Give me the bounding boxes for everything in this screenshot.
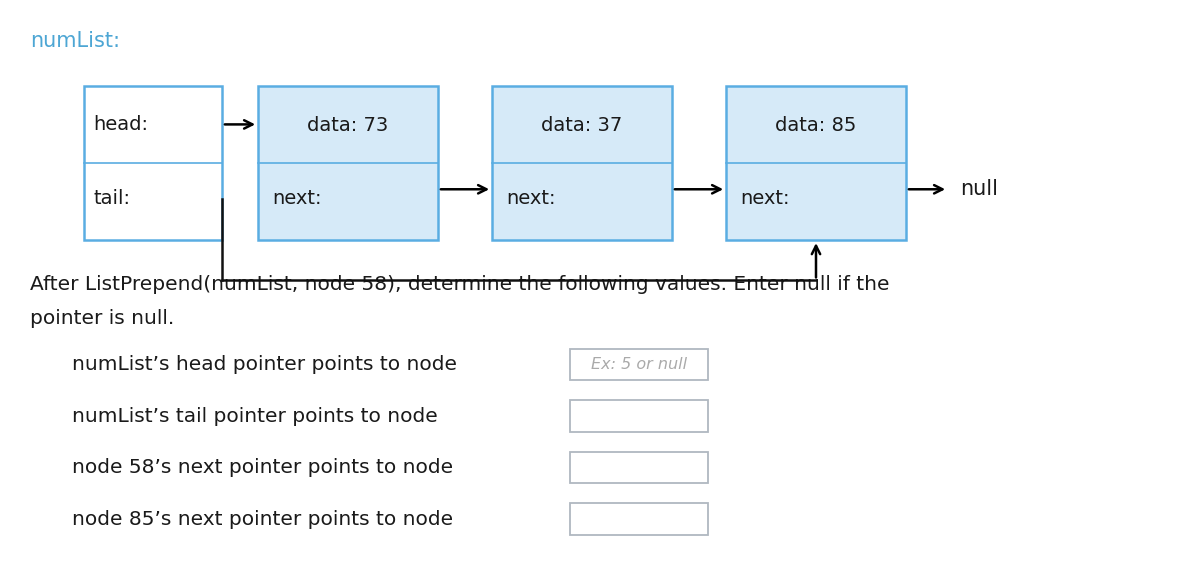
FancyBboxPatch shape: [84, 86, 222, 240]
Text: node 85’s next pointer points to node: node 85’s next pointer points to node: [72, 510, 454, 529]
Text: null: null: [960, 179, 998, 199]
FancyBboxPatch shape: [492, 86, 672, 240]
Text: Ex: 5 or null: Ex: 5 or null: [590, 357, 688, 372]
FancyBboxPatch shape: [570, 503, 708, 535]
Text: numList’s head pointer points to node: numList’s head pointer points to node: [72, 355, 457, 374]
Text: head:: head:: [94, 115, 149, 134]
Text: next:: next:: [272, 189, 322, 208]
Text: numList’s tail pointer points to node: numList’s tail pointer points to node: [72, 407, 438, 426]
FancyBboxPatch shape: [726, 86, 906, 240]
Text: node 58’s next pointer points to node: node 58’s next pointer points to node: [72, 458, 454, 477]
FancyBboxPatch shape: [570, 400, 708, 432]
Text: pointer is null.: pointer is null.: [30, 309, 174, 328]
Text: next:: next:: [740, 189, 790, 208]
Text: After ListPrepend(numList, node 58), determine the following values. Enter null : After ListPrepend(numList, node 58), det…: [30, 275, 889, 293]
Text: data: 85: data: 85: [775, 117, 857, 136]
FancyBboxPatch shape: [570, 349, 708, 380]
Text: data: 73: data: 73: [307, 117, 389, 136]
Text: numList:: numList:: [30, 31, 120, 51]
FancyBboxPatch shape: [570, 452, 708, 483]
Text: tail:: tail:: [94, 189, 131, 208]
Text: next:: next:: [506, 189, 556, 208]
Text: data: 37: data: 37: [541, 117, 623, 136]
FancyBboxPatch shape: [258, 86, 438, 240]
